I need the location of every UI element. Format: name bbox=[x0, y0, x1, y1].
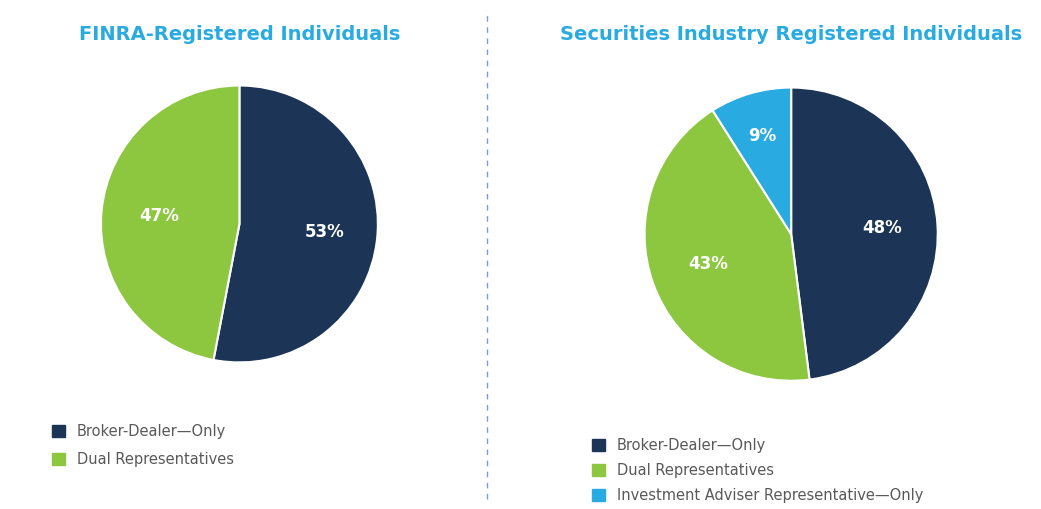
Wedge shape bbox=[101, 86, 239, 360]
Title: Securities Industry Registered Individuals: Securities Industry Registered Individua… bbox=[560, 25, 1022, 44]
Legend: Broker-Dealer—Only, Dual Representatives, Investment Adviser Representative—Only: Broker-Dealer—Only, Dual Representatives… bbox=[586, 432, 929, 509]
Wedge shape bbox=[644, 110, 810, 381]
Wedge shape bbox=[713, 88, 791, 234]
Text: 43%: 43% bbox=[688, 255, 729, 273]
Text: 47%: 47% bbox=[139, 207, 179, 225]
Text: 53%: 53% bbox=[305, 223, 345, 241]
Legend: Broker-Dealer—Only, Dual Representatives: Broker-Dealer—Only, Dual Representatives bbox=[46, 418, 239, 473]
Title: FINRA-Registered Individuals: FINRA-Registered Individuals bbox=[79, 25, 400, 44]
Text: 9%: 9% bbox=[748, 127, 777, 145]
Wedge shape bbox=[213, 86, 378, 362]
Text: 48%: 48% bbox=[862, 219, 902, 237]
Wedge shape bbox=[791, 88, 938, 380]
